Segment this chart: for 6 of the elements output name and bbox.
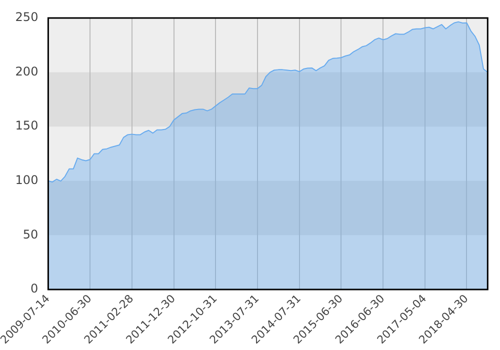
y-tick-label: 100 [15, 173, 38, 188]
y-tick-label: 0 [30, 282, 38, 296]
y-tick-label: 150 [15, 118, 38, 133]
y-tick-label: 200 [15, 64, 38, 78]
y-tick-label: 250 [15, 10, 38, 24]
y-tick-label: 50 [22, 227, 38, 242]
